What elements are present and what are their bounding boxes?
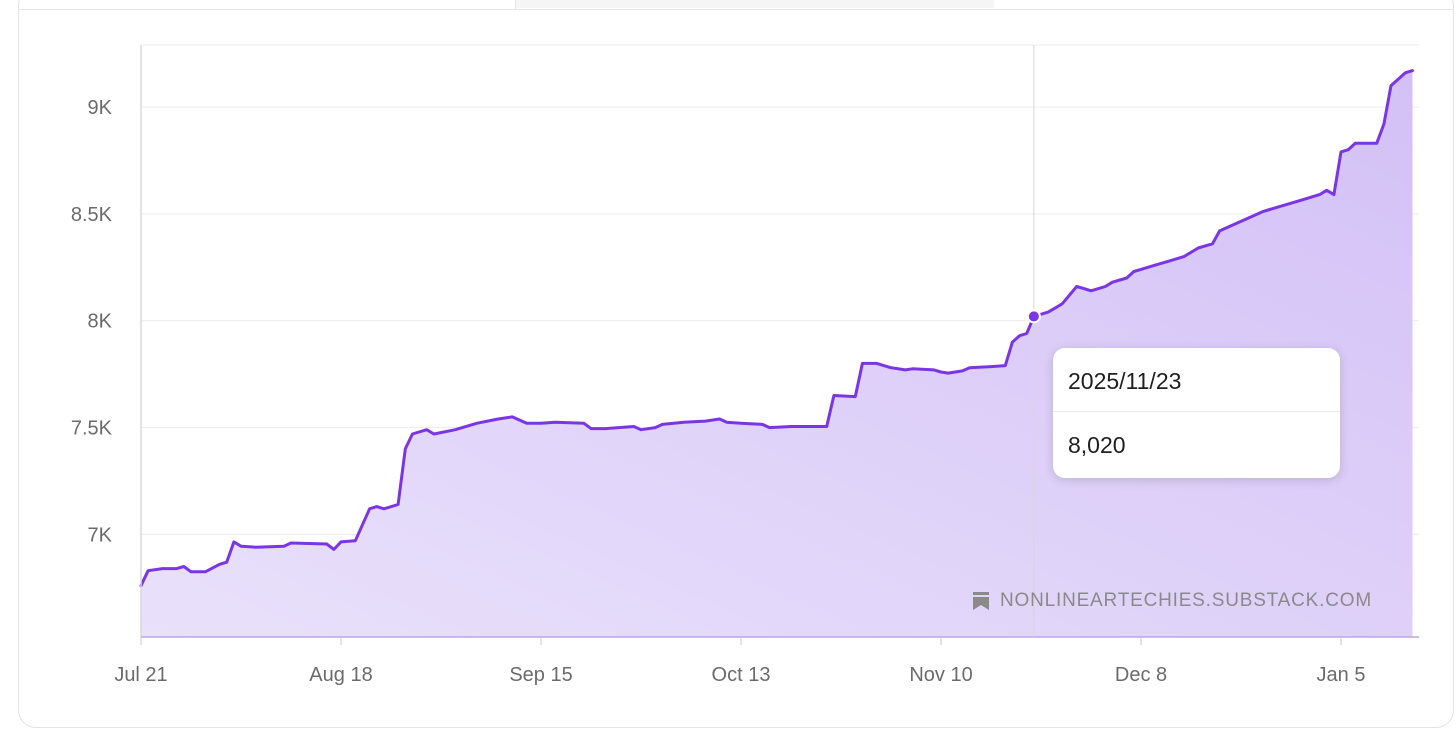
tooltip-date: 2025/11/23 (1053, 348, 1340, 412)
hover-point (1028, 311, 1039, 322)
tab-active[interactable] (516, 0, 994, 8)
area-layer (139, 69, 1414, 638)
y-tick-label: 9K (88, 97, 113, 119)
y-tick-label: 8.5K (71, 204, 113, 226)
series-line (139, 69, 1414, 588)
x-tick-label: Jan 5 (1317, 664, 1366, 686)
x-tick-label: Jul 21 (114, 664, 167, 686)
x-tick-label: Aug 18 (309, 664, 372, 686)
watermark: NONLINEARTECHIES.SUBSTACK.COM (972, 590, 1372, 612)
y-tick-labels: 7K 7.5K 8K 8.5K 9K (71, 97, 113, 546)
hover-layer (1026, 45, 1041, 637)
x-tick-label: Sep 15 (509, 664, 572, 686)
tab-strip (18, 0, 1454, 10)
x-tick-label: Dec 8 (1115, 664, 1167, 686)
area-fill (141, 70, 1413, 638)
x-tick-label: Oct 13 (712, 664, 771, 686)
bookmark-icon (973, 592, 989, 610)
y-tick-label: 8K (88, 311, 113, 333)
x-tick-label: Nov 10 (909, 664, 972, 686)
tooltip-value: 8,020 (1068, 432, 1126, 458)
watermark-text: NONLINEARTECHIES.SUBSTACK.COM (1000, 590, 1372, 611)
tab-divider (515, 0, 516, 9)
tooltip: 2025/11/23 8,020 (1053, 348, 1340, 478)
y-tick-label: 7K (88, 524, 113, 546)
axes (140, 45, 1419, 638)
x-tick-labels: Jul 21 Aug 18 Sep 15 Oct 13 Nov 10 Dec 8 Jan 5 (114, 637, 1365, 686)
y-tick-label: 7.5K (71, 418, 113, 440)
